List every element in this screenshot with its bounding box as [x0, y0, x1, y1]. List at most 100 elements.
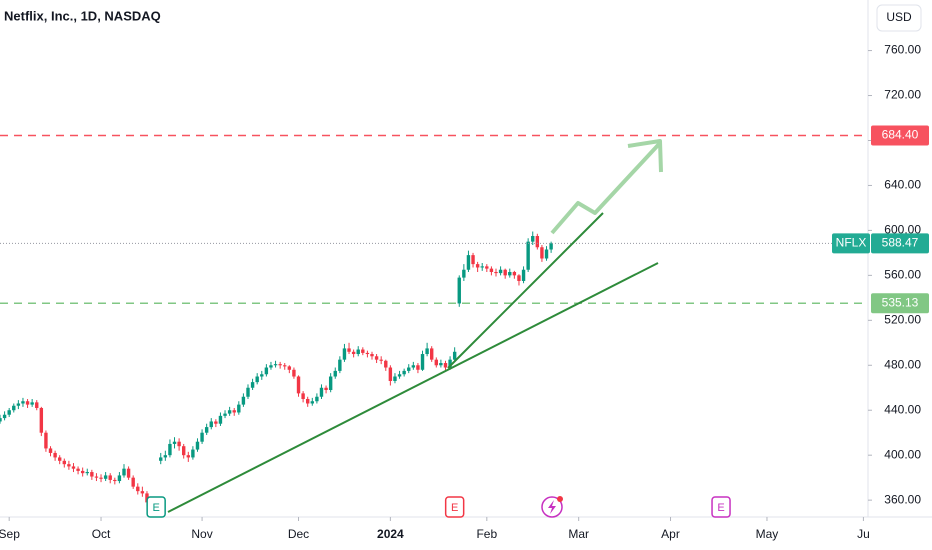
candle-body — [232, 410, 236, 413]
candle-body — [103, 475, 108, 479]
candle-body — [260, 374, 264, 377]
candle-body — [361, 349, 365, 353]
candle-body — [379, 359, 383, 361]
dot — [557, 496, 563, 502]
candle-body — [356, 349, 360, 355]
candle-body — [214, 421, 218, 424]
y-tick-label: 720.00 — [884, 88, 921, 102]
candle-body — [531, 236, 535, 242]
candle-body — [301, 393, 305, 399]
x-tick-label: Feb — [476, 527, 497, 541]
y-tick-label: 440.00 — [884, 402, 921, 416]
y-tick-label: 400.00 — [884, 447, 921, 461]
candle-body — [544, 249, 549, 259]
candle-body — [393, 376, 397, 382]
candle-body — [7, 410, 11, 415]
candle-body — [517, 275, 521, 281]
candle-body — [535, 236, 540, 248]
last-price-tag — [871, 233, 929, 254]
y-tick-label: 480.00 — [884, 357, 921, 371]
candle-body — [177, 441, 181, 447]
candle-body — [365, 352, 370, 355]
currency-button[interactable] — [876, 4, 922, 32]
x-tick-label: Sep — [0, 527, 20, 541]
y-tick-label: 520.00 — [884, 312, 921, 326]
candle-body — [471, 255, 475, 265]
currency-label[interactable]: USD — [886, 10, 912, 24]
y-tick-label: 560.00 — [884, 268, 921, 282]
last-price-label: 588.47 — [882, 236, 919, 250]
candle-body — [269, 365, 273, 368]
candle-body — [94, 476, 99, 478]
earnings-label: E — [152, 502, 159, 514]
candle-body — [191, 449, 195, 458]
candle-body — [246, 387, 250, 397]
candle-body — [407, 367, 411, 371]
x-tick-label: Oct — [92, 527, 111, 541]
candle-body — [347, 348, 351, 352]
candle-body — [315, 396, 319, 402]
candle-body — [159, 457, 163, 461]
candle-body — [218, 415, 223, 424]
candle-body — [283, 365, 287, 367]
candle-body — [21, 401, 25, 404]
candle-body — [195, 441, 200, 450]
candle-body — [62, 460, 66, 465]
candle-body — [526, 241, 530, 270]
candle-body — [485, 266, 489, 269]
candle-body — [140, 491, 145, 494]
x-tick-label: Dec — [288, 527, 309, 541]
candle-body — [44, 432, 48, 449]
price-level-label: 535.13 — [882, 295, 919, 309]
drawings — [167, 139, 663, 513]
candle-body — [388, 367, 393, 382]
candle-body — [163, 455, 168, 458]
candle-body — [227, 410, 232, 414]
earnings-icon[interactable] — [711, 496, 731, 518]
earnings-icon[interactable] — [146, 496, 166, 518]
candle-body — [439, 363, 443, 366]
candle-body — [425, 348, 429, 355]
candle-body — [503, 269, 507, 276]
lightning — [548, 500, 556, 514]
candle-body — [328, 376, 333, 390]
earnings-label: E — [451, 502, 458, 514]
forecast-arrow — [550, 141, 662, 235]
earnings-icon[interactable] — [444, 496, 465, 518]
candle-body — [420, 354, 425, 370]
candle-body — [333, 370, 337, 377]
candle-body — [384, 360, 388, 368]
candle-body — [186, 455, 190, 458]
candle-body — [287, 366, 292, 370]
candle-body — [278, 364, 282, 366]
y-tick-label: 640.00 — [884, 178, 921, 192]
candle-body — [475, 264, 480, 268]
candle-body — [12, 405, 16, 411]
candle-body — [182, 446, 186, 456]
x-tick-label: Apr — [661, 527, 680, 541]
candle-body — [71, 466, 76, 469]
symbol-tag — [832, 233, 870, 254]
price-level-tag — [871, 293, 929, 314]
candle-body — [237, 404, 241, 413]
candle-body — [292, 369, 296, 377]
candle-body — [480, 266, 484, 268]
candle-body — [2, 414, 7, 419]
candle-body — [76, 468, 80, 471]
candle-body — [462, 269, 466, 278]
candle-body — [99, 477, 103, 479]
x-tick-label: Ju — [857, 527, 870, 541]
candle-body — [90, 472, 94, 477]
earnings-label: E — [717, 502, 724, 514]
candle-body — [457, 277, 461, 304]
dividend-icon[interactable] — [541, 496, 563, 518]
candle-body — [204, 427, 209, 433]
candle-body — [296, 376, 301, 394]
candle-body — [306, 398, 310, 404]
candle-body — [452, 351, 457, 360]
candle-body — [30, 402, 34, 405]
candle-body — [58, 457, 62, 461]
